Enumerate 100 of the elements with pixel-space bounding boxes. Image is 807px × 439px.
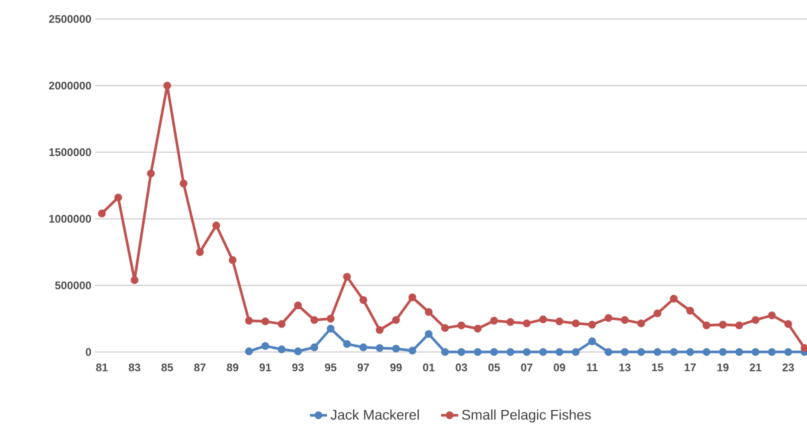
point [556,348,564,356]
point [522,348,531,356]
point [261,317,270,326]
point [718,348,727,356]
point [392,344,400,353]
point [343,272,351,281]
point [768,348,776,356]
point [310,343,318,352]
x-tick-label: 99 [390,364,402,372]
point [245,316,253,325]
legend-label: Jack Mackerel [330,409,419,420]
point [278,345,286,354]
point [359,296,368,304]
point [604,348,612,356]
point [278,320,286,328]
point [539,315,547,324]
point [670,348,678,356]
x-tick-label: 03 [456,364,468,372]
point [343,340,351,348]
x-tick-label: 17 [684,364,696,372]
point [146,170,155,178]
point [392,316,400,324]
point [180,180,188,188]
point [735,348,744,356]
point [130,276,138,284]
point [326,324,335,333]
point [784,348,792,356]
point [784,320,792,328]
point [376,344,384,352]
x-tick-label: 85 [161,364,174,372]
legend-label: Small Pelagic Fishes [462,409,591,423]
point [196,248,204,256]
point [735,321,744,330]
point [474,324,482,333]
x-tick-label: 91 [260,364,272,372]
point [637,348,646,356]
point [752,316,760,324]
y-tick-label: 0 [86,348,92,356]
x-tick-label: 07 [521,364,532,372]
point [702,321,710,330]
x-tick-label: 09 [554,364,566,372]
x-tick-label: 05 [488,364,500,372]
point [752,348,760,356]
point [556,317,564,326]
y-tick-label: 2500000 [49,15,92,23]
point [702,348,710,356]
point [457,321,466,330]
x-tick-label: 87 [194,364,206,372]
point [424,330,433,338]
point [163,82,172,90]
point [490,316,498,325]
point [686,306,694,315]
x-tick-label: 93 [292,364,304,372]
x-tick-label: 01 [423,364,434,372]
point [212,222,220,230]
x-tick-label: 89 [226,364,238,372]
y-tick-label: 1500000 [49,148,92,156]
point [654,309,662,318]
point [768,311,776,320]
point [441,348,449,356]
x-tick-label: 13 [619,364,631,372]
point [637,319,646,328]
y-tick-label: 2000000 [49,82,92,90]
point [424,308,433,316]
point [506,318,514,326]
y-tick-label: 1000000 [49,214,92,223]
x-tick-label: 21 [750,364,762,372]
point [572,319,580,328]
x-tick-label: 97 [358,364,369,372]
x-tick-label: 81 [96,364,108,372]
x-tick-label: 23 [782,364,794,372]
point [490,348,498,356]
point [310,316,318,324]
point [294,301,302,310]
point [620,348,629,356]
point [588,320,596,329]
point [326,314,335,323]
x-tick-label: 83 [128,364,140,372]
point [98,210,106,218]
point [114,194,122,202]
point [670,294,678,303]
point [376,326,384,334]
point [408,293,416,302]
point [474,348,482,356]
point [604,314,612,322]
point [441,324,449,332]
x-tick-label: 11 [586,364,598,372]
point [539,348,547,356]
point [408,346,416,355]
point [718,320,727,329]
point [654,348,662,356]
point [228,256,237,264]
y-tick-label: 500000 [55,282,92,290]
point [359,343,368,352]
point [245,347,253,356]
point [261,342,270,350]
point [294,347,302,356]
x-tick-label: 19 [717,364,729,372]
point [522,319,531,328]
point [588,337,596,346]
